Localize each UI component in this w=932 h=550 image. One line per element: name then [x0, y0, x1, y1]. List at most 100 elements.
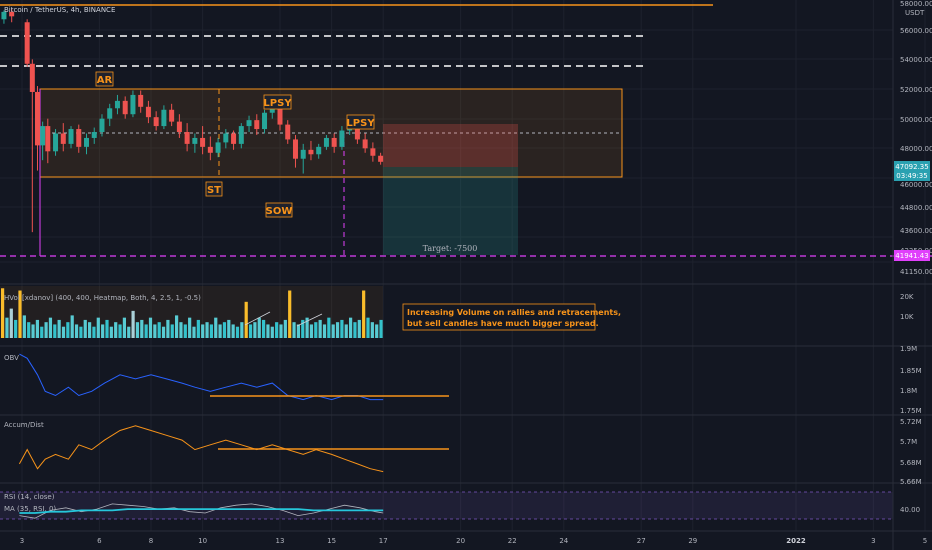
- volume-bar: [105, 319, 109, 338]
- candle: [231, 130, 237, 150]
- candle: [370, 142, 376, 162]
- volume-bar: [357, 319, 361, 338]
- candle: [246, 115, 252, 133]
- target-price-tag: [894, 250, 930, 261]
- candle: [292, 134, 298, 168]
- label-sow: SOW: [266, 206, 293, 217]
- annotation-ar[interactable]: AR: [95, 71, 114, 87]
- volume-bar: [161, 326, 166, 338]
- volume-bar: [353, 322, 357, 338]
- volume-bar: [1, 288, 5, 338]
- volume-note[interactable]: Increasing Volume on rallies and retrace…: [402, 303, 621, 331]
- annotation-st[interactable]: ST: [205, 181, 223, 197]
- candle: [161, 105, 167, 130]
- annotation-lpsy-2[interactable]: LPSY: [346, 114, 375, 130]
- candles-group: [1, 8, 384, 233]
- time-tick-label: 22: [508, 537, 517, 545]
- volume-bar: [335, 322, 340, 338]
- volume-bar: [9, 308, 13, 338]
- volume-bar: [57, 319, 61, 338]
- volume-bar: [114, 322, 118, 338]
- volume-bar: [231, 324, 235, 338]
- target-zone[interactable]: [383, 167, 518, 255]
- candle: [76, 124, 82, 153]
- label-st: ST: [207, 185, 221, 196]
- candle: [40, 121, 46, 161]
- obv-title: OBV: [4, 354, 19, 362]
- volume-bar: [214, 317, 218, 338]
- candle: [153, 111, 159, 131]
- time-tick-label: 17: [379, 537, 388, 545]
- time-tick-label: 3: [871, 537, 875, 545]
- price-tick-label: 41150.00: [900, 268, 932, 276]
- volume-bar: [31, 324, 35, 338]
- candle: [308, 140, 314, 161]
- grid-lines: [0, 0, 926, 531]
- volume-bar: [318, 319, 322, 338]
- volume-bar: [248, 324, 253, 338]
- candle: [192, 133, 198, 153]
- price-tick-label: 50000.00: [900, 116, 932, 124]
- label-lpsy-2: LPSY: [346, 118, 375, 129]
- volume-bar: [131, 310, 135, 338]
- candle: [254, 114, 260, 135]
- volume-bar: [196, 319, 200, 338]
- price-tick-label: 46000.00: [900, 181, 932, 189]
- volume-bar: [366, 317, 370, 338]
- volume-bar: [279, 324, 283, 338]
- time-tick-label: 2022: [786, 537, 806, 545]
- volume-bar: [96, 317, 100, 338]
- volume-bar: [292, 322, 296, 338]
- hvol-title: HVol [xdanov] (400, 400, Heatmap, Both, …: [4, 294, 201, 302]
- candle: [215, 137, 221, 158]
- candle: [362, 133, 368, 153]
- note-line-1: Increasing Volume on rallies and retrace…: [407, 308, 621, 317]
- volume-bar: [205, 322, 209, 338]
- volume-bar: [362, 290, 366, 338]
- volume-bar: [83, 319, 87, 338]
- volume-bar: [266, 324, 270, 338]
- volume-bar: [157, 322, 161, 338]
- candle: [207, 136, 213, 161]
- volume-bar: [379, 319, 383, 338]
- volume-bar: [22, 315, 26, 338]
- volume-bar: [331, 324, 335, 338]
- drawing-zones: [0, 4, 932, 257]
- candle: [223, 129, 229, 149]
- candle: [60, 123, 66, 152]
- time-axis[interactable]: 3 6 8 10 13 15 17 20 22 24 27 29 2022 3 5: [20, 537, 927, 545]
- hvol-axis-20k: 20K: [900, 293, 914, 301]
- candle: [238, 123, 244, 149]
- volume-bar: [148, 317, 153, 338]
- candle: [339, 126, 345, 150]
- candle: [130, 90, 136, 118]
- price-tick-label: 48000.00: [900, 145, 932, 153]
- volume-bar: [183, 324, 187, 338]
- annotation-lpsy-1[interactable]: LPSY: [263, 94, 292, 110]
- price-axis[interactable]: 58000.00 USDT 56000.00 54000.00 52000.00 50…: [894, 0, 932, 276]
- annotation-sow[interactable]: SOW: [265, 202, 293, 218]
- rsi-band: [0, 492, 893, 519]
- vol-trend-1: [244, 311, 271, 326]
- rsi-ma-title: MA (35, RSI, 0): [4, 505, 56, 513]
- candle: [138, 90, 144, 113]
- candle: [184, 123, 190, 152]
- volume-bar: [175, 315, 179, 338]
- volume-bar: [253, 322, 257, 338]
- stop-zone[interactable]: [383, 124, 518, 167]
- accum-axis-2: 5.7M: [900, 438, 917, 446]
- rsi-title: RSI (14, close): [4, 493, 55, 501]
- time-tick-label: 3: [20, 537, 24, 545]
- volume-bar: [127, 326, 131, 338]
- time-tick-label: 6: [97, 537, 102, 545]
- time-tick-label: 29: [688, 537, 697, 545]
- candle: [285, 120, 291, 144]
- volume-bar: [135, 322, 140, 338]
- accum-axis-1: 5.72M: [900, 418, 922, 426]
- candle: [24, 19, 30, 67]
- vol-trend-2: [296, 313, 323, 327]
- obv-axis-3: 1.8M: [900, 387, 917, 395]
- volume-bar: [153, 324, 157, 338]
- candle: [91, 127, 97, 144]
